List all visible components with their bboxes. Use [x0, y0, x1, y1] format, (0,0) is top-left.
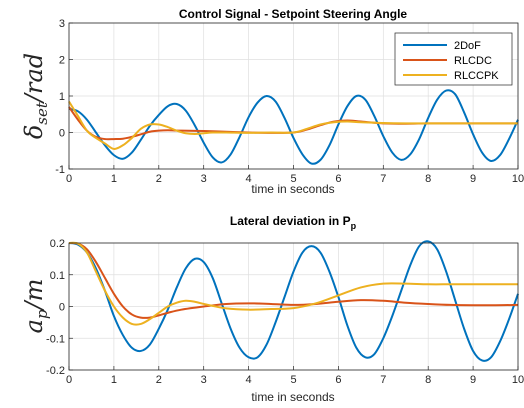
- x-tick-label: 8: [425, 173, 431, 185]
- x-tick-label: 5: [290, 374, 296, 386]
- y-tick-label: 0: [59, 302, 65, 314]
- ticks-bottom: 0 1 2 3 4 5 6 7 8 9 10 -0.2 -0.1 0 0.1 0.2: [46, 238, 524, 386]
- ylabel-bottom-sub: p: [33, 309, 51, 319]
- legend-label-rlcdc: RLCDC: [454, 55, 492, 67]
- title-bottom-sub: p: [351, 221, 357, 231]
- y-tick-label: 2: [59, 55, 65, 67]
- svg-text:δset/rad: δset/rad: [20, 53, 51, 139]
- y-tick-label: -0.2: [46, 365, 65, 377]
- legend-label-rlccpk: RLCCPK: [454, 70, 499, 82]
- series-top: [68, 89, 519, 165]
- y-tick-label: 1: [59, 91, 65, 103]
- x-tick-label: 0: [66, 173, 72, 185]
- x-tick-label: 5: [290, 173, 296, 185]
- series-line-rlccpk-top: [68, 100, 518, 150]
- x-tick-label: 0: [66, 374, 72, 386]
- x-tick-label: 3: [201, 173, 207, 185]
- x-tick-label: 6: [335, 374, 341, 386]
- x-tick-label: 4: [246, 374, 252, 386]
- x-tick-label: 10: [512, 374, 524, 386]
- y-tick-label: 0.1: [50, 270, 65, 282]
- xlabel-bottom: time in seconds: [251, 390, 334, 404]
- title-bottom: Lateral deviation in Pp: [230, 214, 357, 231]
- ylabel-top-rest: /rad: [20, 53, 48, 104]
- x-tick-label: 7: [380, 173, 386, 185]
- x-tick-label: 8: [425, 374, 431, 386]
- x-tick-label: 2: [156, 173, 162, 185]
- series-line-2dof-bottom: [68, 240, 519, 362]
- legend: 2DoF RLCDC RLCCPK: [394, 32, 513, 86]
- svg-text:ap/m: ap/m: [20, 279, 51, 334]
- series-line-2dof-top: [68, 89, 519, 165]
- series-line-rlccpk-bottom: [68, 241, 518, 326]
- series-line-rlcdc-bottom: [68, 241, 519, 319]
- x-tick-label: 3: [201, 374, 207, 386]
- ylabel-top: δset/rad: [20, 53, 51, 139]
- title-bottom-main: Lateral deviation in P: [230, 214, 351, 228]
- x-tick-label: 6: [335, 173, 341, 185]
- x-tick-label: 7: [380, 374, 386, 386]
- y-tick-label: 3: [59, 18, 65, 30]
- series-bottom: [68, 240, 519, 362]
- x-tick-label: 9: [470, 374, 476, 386]
- ylabel-bottom-main: a: [20, 319, 48, 333]
- x-tick-label: 1: [111, 374, 117, 386]
- legend-label-2dof: 2DoF: [454, 40, 481, 52]
- xlabel-top: time in seconds: [251, 182, 334, 196]
- x-tick-label: 4: [246, 173, 252, 185]
- x-tick-label: 10: [512, 173, 524, 185]
- y-tick-label: -1: [55, 164, 65, 176]
- x-tick-label: 1: [111, 173, 117, 185]
- ylabel-bottom-rest: /m: [20, 279, 48, 312]
- y-tick-label: -0.1: [46, 333, 65, 345]
- ylabel-top-sub: set: [33, 101, 51, 125]
- ylabel-top-main: δ: [20, 125, 48, 139]
- x-tick-label: 2: [156, 374, 162, 386]
- subplot-bottom: 0 1 2 3 4 5 6 7 8 9 10 -0.2 -0.1 0 0.1 0.2 Lateral devi…: [20, 214, 524, 404]
- title-top: Control Signal - Setpoint Steering Angle: [179, 7, 408, 21]
- ylabel-bottom: ap/m: [20, 279, 51, 334]
- y-tick-label: 0: [59, 128, 65, 140]
- x-tick-label: 9: [470, 173, 476, 185]
- y-tick-label: 0.2: [50, 238, 65, 250]
